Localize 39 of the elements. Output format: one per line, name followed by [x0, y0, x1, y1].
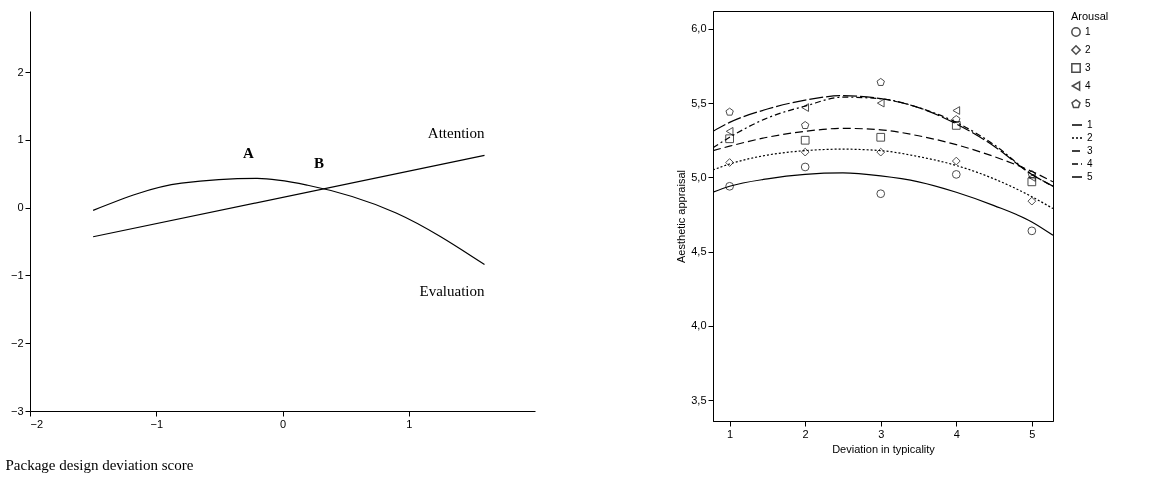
x-tick-label: 5 [1029, 427, 1036, 440]
legend-label: 5 [1087, 171, 1093, 182]
x-tick-label: 4 [953, 427, 960, 440]
y-tick-label: 1 [17, 133, 24, 146]
legend-label: 2 [1087, 132, 1093, 143]
x-tick-label: 1 [406, 417, 413, 430]
x-tick-label: −1 [150, 417, 164, 430]
y-tick-label: 4,0 [691, 319, 707, 332]
y-tick-label: 2 [17, 65, 24, 78]
legend-label: 3 [1087, 145, 1093, 156]
x-tick-label: −2 [30, 417, 44, 430]
x-tick-label: 0 [279, 417, 287, 430]
legend-label: 3 [1085, 62, 1091, 73]
legend-label: 4 [1085, 80, 1091, 91]
x-axis-title: Package design deviation score [5, 456, 194, 473]
y-axis-title: Aesthetic appraisal [675, 170, 688, 263]
y-tick-label: −3 [10, 404, 24, 417]
y-tick-label: 6,0 [691, 22, 707, 35]
x-tick-label: 3 [878, 427, 885, 440]
legend-label: 5 [1085, 98, 1091, 109]
y-tick-label: 0 [17, 201, 24, 214]
y-tick-label: 5,0 [691, 170, 707, 183]
x-tick-label: 1 [727, 427, 734, 440]
series-label: Attention [427, 125, 485, 142]
legend-label: 1 [1087, 119, 1093, 130]
x-tick-label: 2 [802, 427, 809, 440]
annotation: A [242, 145, 254, 162]
y-tick-label: −1 [10, 268, 24, 281]
legend-title: Arousal [1071, 10, 1109, 22]
series-label: Evaluation [419, 282, 485, 299]
legend-label: 1 [1085, 26, 1091, 37]
y-tick-label: 4,5 [691, 245, 707, 258]
y-tick-label: −2 [10, 336, 24, 349]
annotation: B [314, 154, 325, 171]
y-tick-label: 5,5 [691, 96, 707, 109]
legend-label: 2 [1085, 44, 1091, 55]
legend-label: 4 [1087, 158, 1093, 169]
x-axis-title: Deviation in typicality [832, 442, 936, 455]
y-tick-label: 3,5 [691, 393, 707, 406]
